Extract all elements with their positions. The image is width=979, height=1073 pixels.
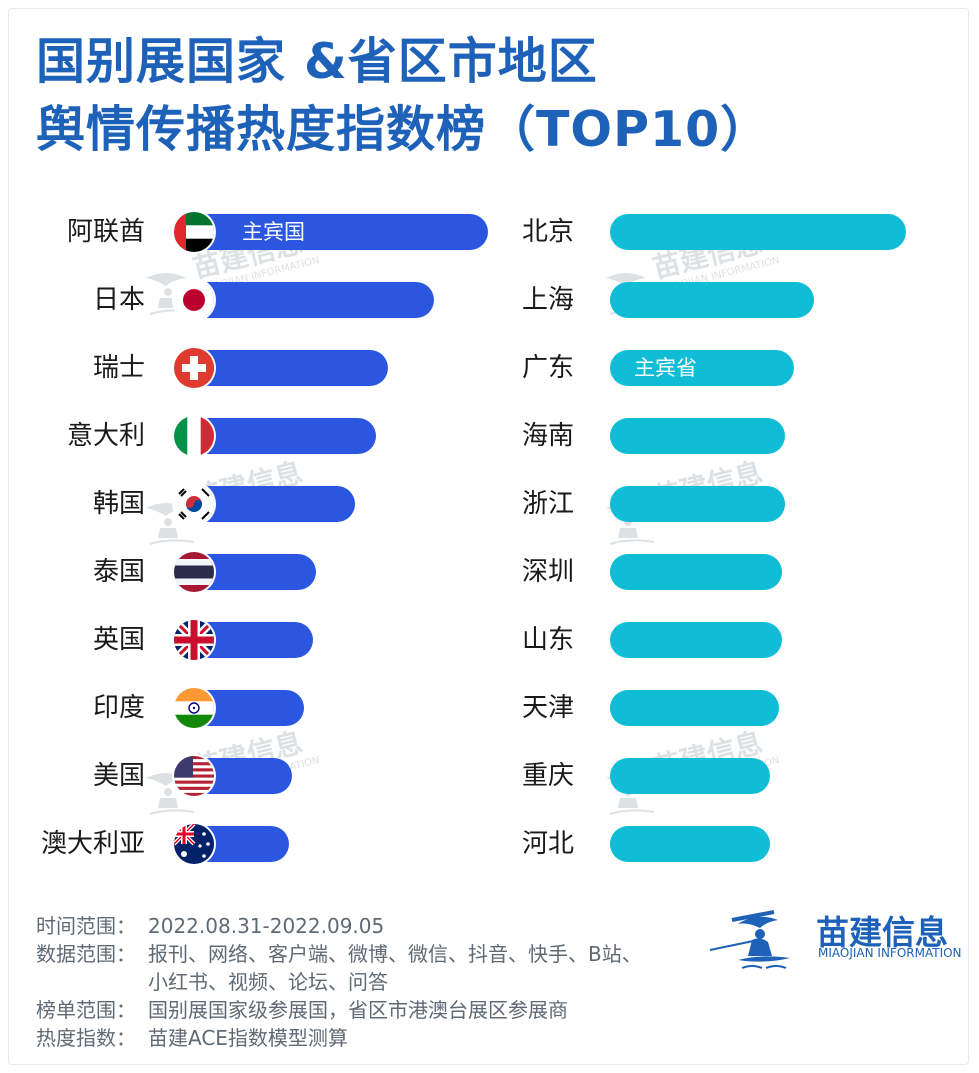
footer-list-value: 国别展国家级参展国，省区市港澳台展区参展商 [148,998,568,1022]
bar: 主宾国 [186,214,488,250]
category-label: 韩国 [92,489,145,519]
footer-heat-label: 热度指数： [36,1026,136,1050]
highlight-label: 主宾省 [634,356,697,380]
category-label: 英国 [92,625,145,655]
footer-heat-value: 苗建ACE指数模型测算 [148,1026,348,1050]
poster-frame [8,8,969,1065]
miaojian-logo: 苗建信息 MIAOJIAN INFORMATION [708,906,968,976]
bar [610,214,906,250]
logo-text-en: MIAOJIAN INFORMATION [818,946,962,960]
bar [610,826,770,862]
thailand-flag-icon [174,552,214,592]
category-label: 印度 [92,693,145,723]
italy-flag-icon [174,416,214,456]
footer-list-label: 榜单范围： [36,998,136,1022]
korea-flag-icon [174,484,214,524]
bar: 主宾省 [610,350,794,386]
category-label: 意大利 [66,421,145,451]
category-label: 阿联酋 [66,217,145,247]
logo-text-zh: 苗建信息 [816,913,948,952]
page-title-line-2: 舆情传播热度指数榜（TOP10） [36,101,771,158]
footer-data-value-line-2: 小红书、视频、论坛、问答 [148,970,388,994]
category-label: 广东 [522,353,575,383]
footer-list-range: 榜单范围： 国别展国家级参展国，省区市港澳台展区参展商 [36,994,568,1023]
australia-flag-icon [174,824,214,864]
category-label: 泰国 [92,557,145,587]
bar [610,554,782,590]
footer-time-range: 时间范围： 2022.08.31-2022.09.05 [36,910,384,939]
footer-time-label: 时间范围： [36,914,136,938]
switzerland-flag-icon [174,348,214,388]
bar [610,418,785,454]
category-label: 澳大利亚 [40,829,145,859]
page-title-line-1: 国别展国家 &省区市地区 [36,33,598,90]
footer-heat-index: 热度指数： 苗建ACE指数模型测算 [36,1022,348,1051]
category-label: 瑞士 [92,353,145,383]
bar [186,418,376,454]
fisherman-logo-icon [709,910,790,969]
highlight-label: 主宾国 [242,220,305,244]
category-label: 日本 [92,285,145,315]
usa-flag-icon [174,756,214,796]
uk-flag-icon [174,620,214,660]
category-label: 海南 [522,421,575,451]
footer-data-range: 数据范围： 报刊、网络、客户端、微博、微信、抖音、快手、B站、 [36,938,642,967]
bar [610,486,785,522]
bar [610,622,782,658]
bar [186,282,434,318]
japan-flag-icon [174,280,214,320]
category-label: 山东 [522,625,575,655]
bar [610,690,779,726]
footer-time-value: 2022.08.31-2022.09.05 [148,914,385,938]
bar [610,282,814,318]
footer-data-range-cont: 小红书、视频、论坛、问答 [148,966,388,995]
category-label: 河北 [522,829,575,859]
footer-data-label: 数据范围： [36,942,136,966]
category-label: 上海 [522,285,575,315]
bar [186,486,355,522]
category-label: 浙江 [522,489,575,519]
india-flag-icon [174,688,214,728]
category-label: 北京 [522,217,575,247]
bar [186,350,388,386]
category-label: 天津 [522,693,575,723]
category-label: 重庆 [522,761,575,791]
footer-data-value-line-1: 报刊、网络、客户端、微博、微信、抖音、快手、B站、 [148,942,642,966]
uae-flag-icon [174,212,214,252]
category-label: 深圳 [522,557,575,587]
bar [610,758,770,794]
category-label: 美国 [92,761,145,791]
